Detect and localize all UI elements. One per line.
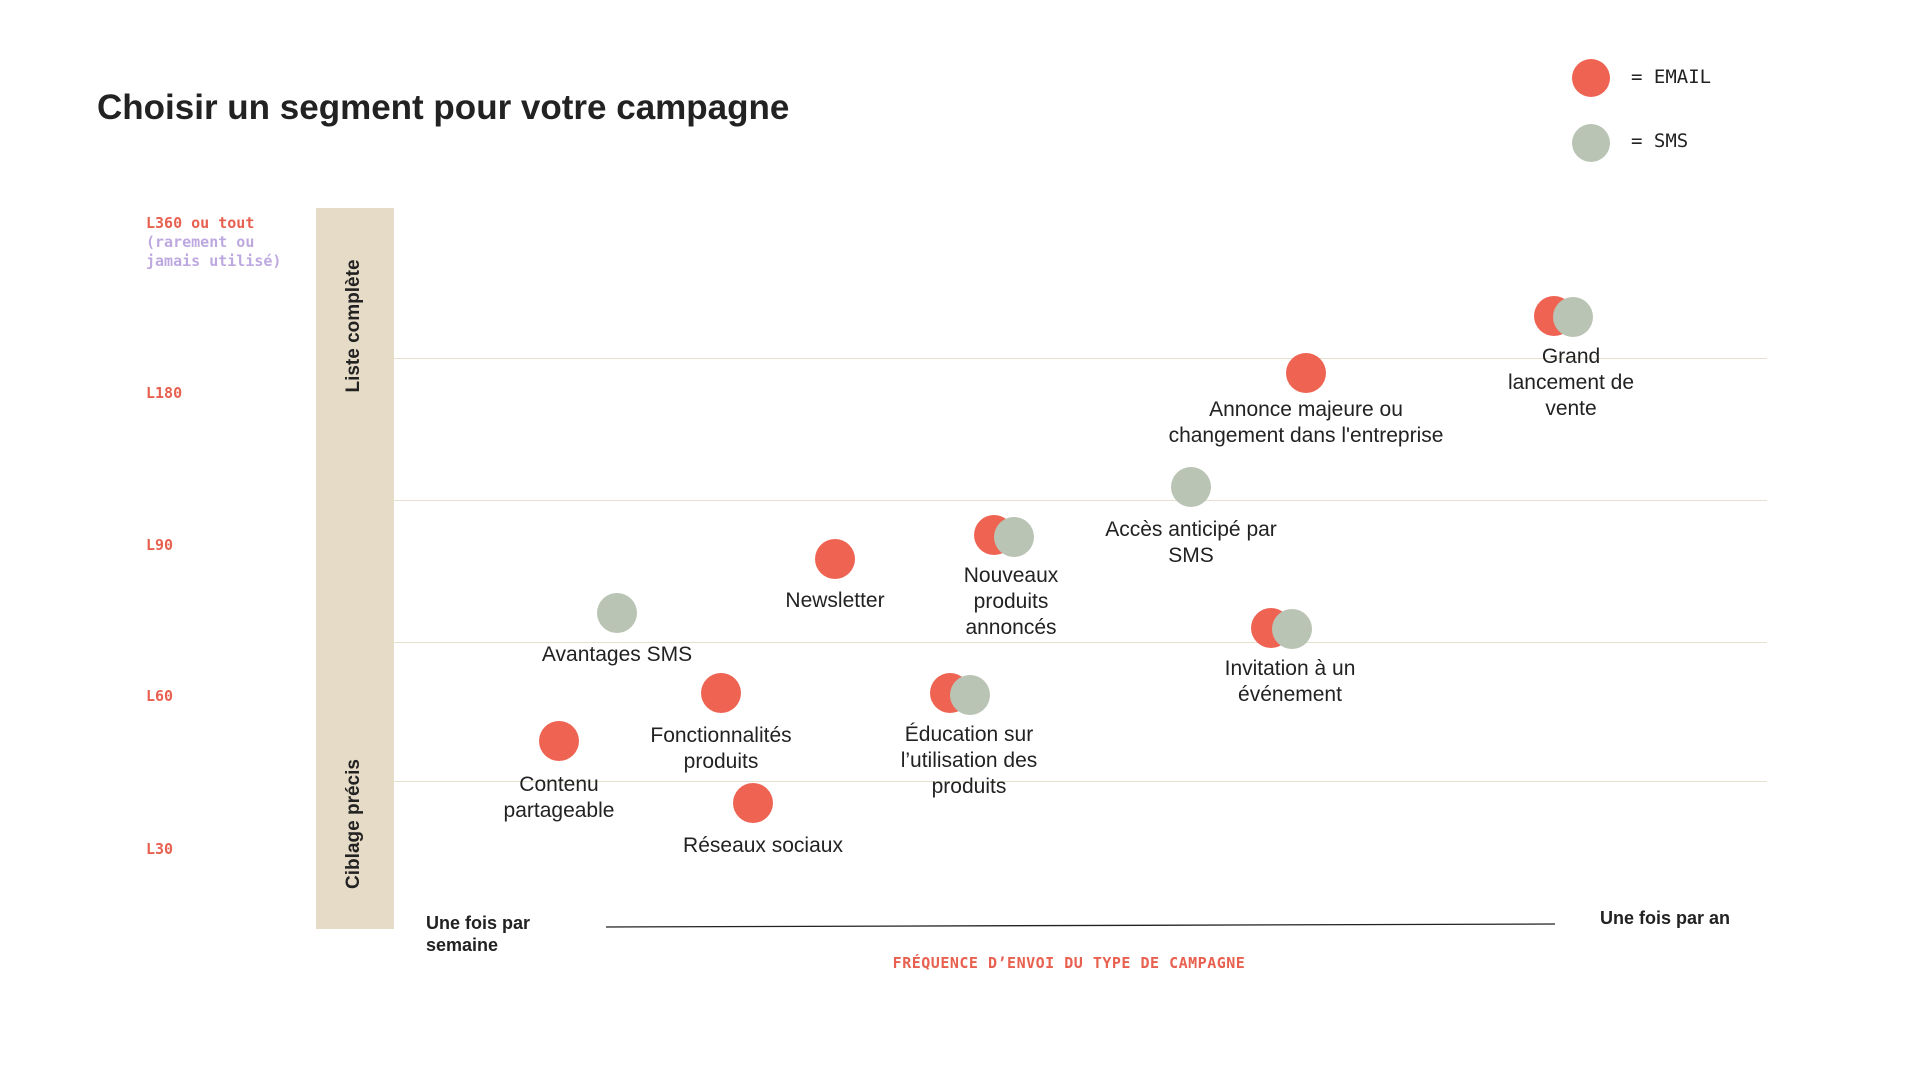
y-tick-sublabel: (rarement ou jamais utilisé) bbox=[146, 233, 282, 270]
point-contenu-email bbox=[539, 721, 579, 761]
point-label-contenu: Contenu partageable bbox=[503, 773, 615, 822]
point-label-lancement: Grand lancement de vente bbox=[1507, 345, 1635, 420]
legend-email-marker bbox=[1572, 59, 1610, 97]
point-label-invitation: Invitation à un événement bbox=[1224, 657, 1356, 706]
point-nouveaux-sms bbox=[994, 517, 1034, 557]
point-fonctionnalites-email bbox=[701, 673, 741, 713]
point-label-education: Éducation sur l’utilisation des produits bbox=[900, 723, 1038, 798]
point-invitation-sms bbox=[1272, 609, 1312, 649]
point-annonce-email bbox=[1286, 353, 1326, 393]
point-label-nouveaux: Nouveaux produits annoncés bbox=[963, 564, 1059, 639]
point-acces-sms bbox=[1171, 467, 1211, 507]
x-axis-right-end: Une fois par an bbox=[1600, 908, 1731, 928]
point-lancement-sms bbox=[1553, 297, 1593, 337]
y-tick-l360: L360 ou tout (rarement ou jamais utilisé… bbox=[146, 214, 296, 271]
point-education-sms bbox=[950, 675, 990, 715]
gridline bbox=[394, 781, 1767, 782]
legend-email-label: = EMAIL bbox=[1631, 66, 1712, 88]
band-label-top: Liste complète bbox=[343, 259, 364, 393]
y-tick-l180: L180 bbox=[146, 384, 183, 402]
y-tick-l90: L90 bbox=[146, 536, 174, 554]
point-label-fonctionnalites: Fonctionnalités produits bbox=[650, 724, 792, 773]
point-reseaux-email bbox=[733, 783, 773, 823]
y-tick-l30: L30 bbox=[146, 840, 174, 858]
legend-sms-label: = SMS bbox=[1631, 130, 1689, 152]
x-axis-line bbox=[605, 923, 1556, 928]
point-label-newsletter: Newsletter bbox=[785, 589, 885, 612]
x-axis-left-end: Une fois par semaine bbox=[426, 913, 531, 955]
legend-sms-marker bbox=[1572, 124, 1610, 162]
gridline bbox=[394, 500, 1767, 501]
band-label-bottom: Ciblage précis bbox=[343, 759, 364, 889]
gridline bbox=[394, 642, 1767, 643]
point-newsletter-email bbox=[815, 539, 855, 579]
x-axis-title: FRÉQUENCE D’ENVOI DU TYPE DE CAMPAGNE bbox=[892, 954, 1246, 972]
y-band bbox=[316, 208, 394, 929]
y-tick-label: L360 ou tout bbox=[146, 214, 255, 232]
point-label-avantages: Avantages SMS bbox=[541, 643, 693, 666]
gridline bbox=[394, 358, 1767, 359]
point-label-reseaux: Réseaux sociaux bbox=[683, 834, 843, 857]
point-avantages-sms bbox=[597, 593, 637, 633]
point-label-annonce: Annonce majeure ou changement dans l'entr… bbox=[1168, 398, 1444, 447]
y-tick-l60: L60 bbox=[146, 687, 174, 705]
point-label-acces: Accès anticipé par SMS bbox=[1105, 518, 1277, 567]
chart-title: Choisir un segment pour votre campagne bbox=[97, 88, 790, 127]
